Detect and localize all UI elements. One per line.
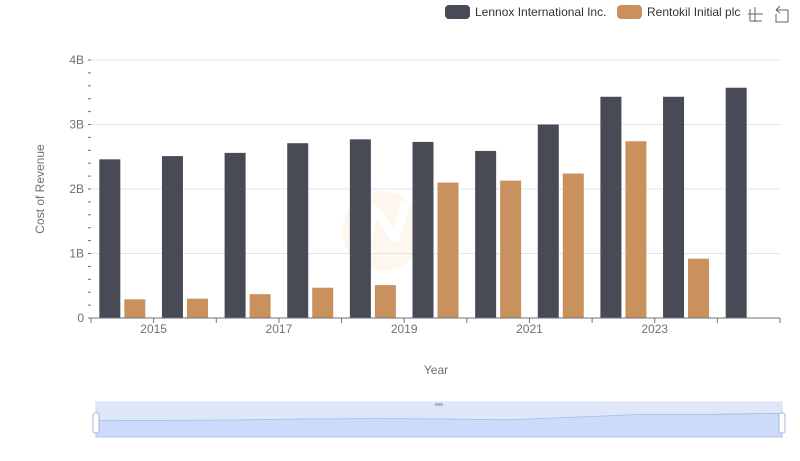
- data-zoom-selection[interactable]: [96, 408, 782, 437]
- legend-swatch-rentokil: [617, 5, 642, 19]
- bar-lennox-2017[interactable]: [287, 143, 309, 318]
- bar-rentokil-2017[interactable]: [312, 287, 334, 318]
- y-axis-title: Cost of Revenue: [33, 144, 47, 234]
- y-tick-label: 2B: [69, 182, 84, 196]
- legend-item-lennox[interactable]: Lennox International Inc.: [445, 5, 606, 19]
- restore-icon[interactable]: [775, 5, 789, 23]
- x-axis-title: Year: [424, 363, 448, 377]
- bar-lennox-2018[interactable]: [349, 139, 371, 318]
- bar-rentokil-2023[interactable]: [688, 258, 710, 318]
- x-tick-label: 2015: [140, 322, 167, 336]
- bar-rentokil-2018[interactable]: [374, 285, 396, 318]
- y-axis-minor-ticks: [88, 59, 91, 319]
- y-tick-label: 0: [77, 311, 84, 325]
- y-axis-labels: 0 1B 2B 3B 4B: [69, 53, 84, 325]
- bar-lennox-2019[interactable]: [412, 141, 434, 318]
- legend[interactable]: Lennox International Inc. Rentokil Initi…: [445, 5, 740, 19]
- legend-swatch-lennox: [445, 5, 470, 19]
- data-zoom-right-handle[interactable]: [778, 412, 786, 434]
- bar-rentokil-2019[interactable]: [437, 182, 459, 318]
- x-tick-label: 2021: [516, 322, 543, 336]
- bar-lennox-2014[interactable]: [99, 159, 121, 318]
- data-zoom-left-handle[interactable]: [92, 412, 100, 434]
- y-tick-label: 1B: [69, 247, 84, 261]
- bar-rentokil-2014[interactable]: [124, 299, 146, 318]
- legend-label-rentokil: Rentokil Initial plc: [647, 5, 740, 19]
- data-zoom-preview-area: [95, 412, 783, 438]
- bar-lennox-2015[interactable]: [161, 156, 183, 318]
- bar-rentokil-2020[interactable]: [500, 180, 522, 318]
- bars: [99, 87, 747, 319]
- bar-lennox-2022[interactable]: [600, 96, 622, 318]
- bar-lennox-2023[interactable]: [663, 96, 685, 318]
- x-axis-labels: 2015 2017 2019 2021 2023: [140, 322, 668, 336]
- data-zoom-slider[interactable]: [92, 401, 786, 438]
- bar-lennox-2021[interactable]: [537, 124, 559, 319]
- zoom-icon[interactable]: [748, 7, 763, 22]
- bar-lennox-2016[interactable]: [224, 152, 246, 318]
- bar-rentokil-2016[interactable]: [249, 294, 271, 318]
- bar-rentokil-2022[interactable]: [625, 141, 647, 318]
- bar-rentokil-2021[interactable]: [562, 173, 584, 318]
- y-tick-label: 3B: [69, 118, 84, 132]
- data-zoom-drag-grip[interactable]: [435, 403, 443, 406]
- x-tick-label: 2019: [391, 322, 418, 336]
- bar-rentokil-2015[interactable]: [186, 298, 208, 318]
- legend-label-lennox: Lennox International Inc.: [475, 5, 606, 19]
- legend-item-rentokil[interactable]: Rentokil Initial plc: [617, 5, 740, 19]
- x-tick-label: 2017: [266, 322, 293, 336]
- y-tick-label: 4B: [69, 53, 84, 67]
- x-axis-ticks: [90, 318, 781, 323]
- bar-lennox-2020[interactable]: [475, 150, 497, 318]
- x-tick-label: 2023: [641, 322, 668, 336]
- bar-lennox-2024[interactable]: [725, 87, 747, 318]
